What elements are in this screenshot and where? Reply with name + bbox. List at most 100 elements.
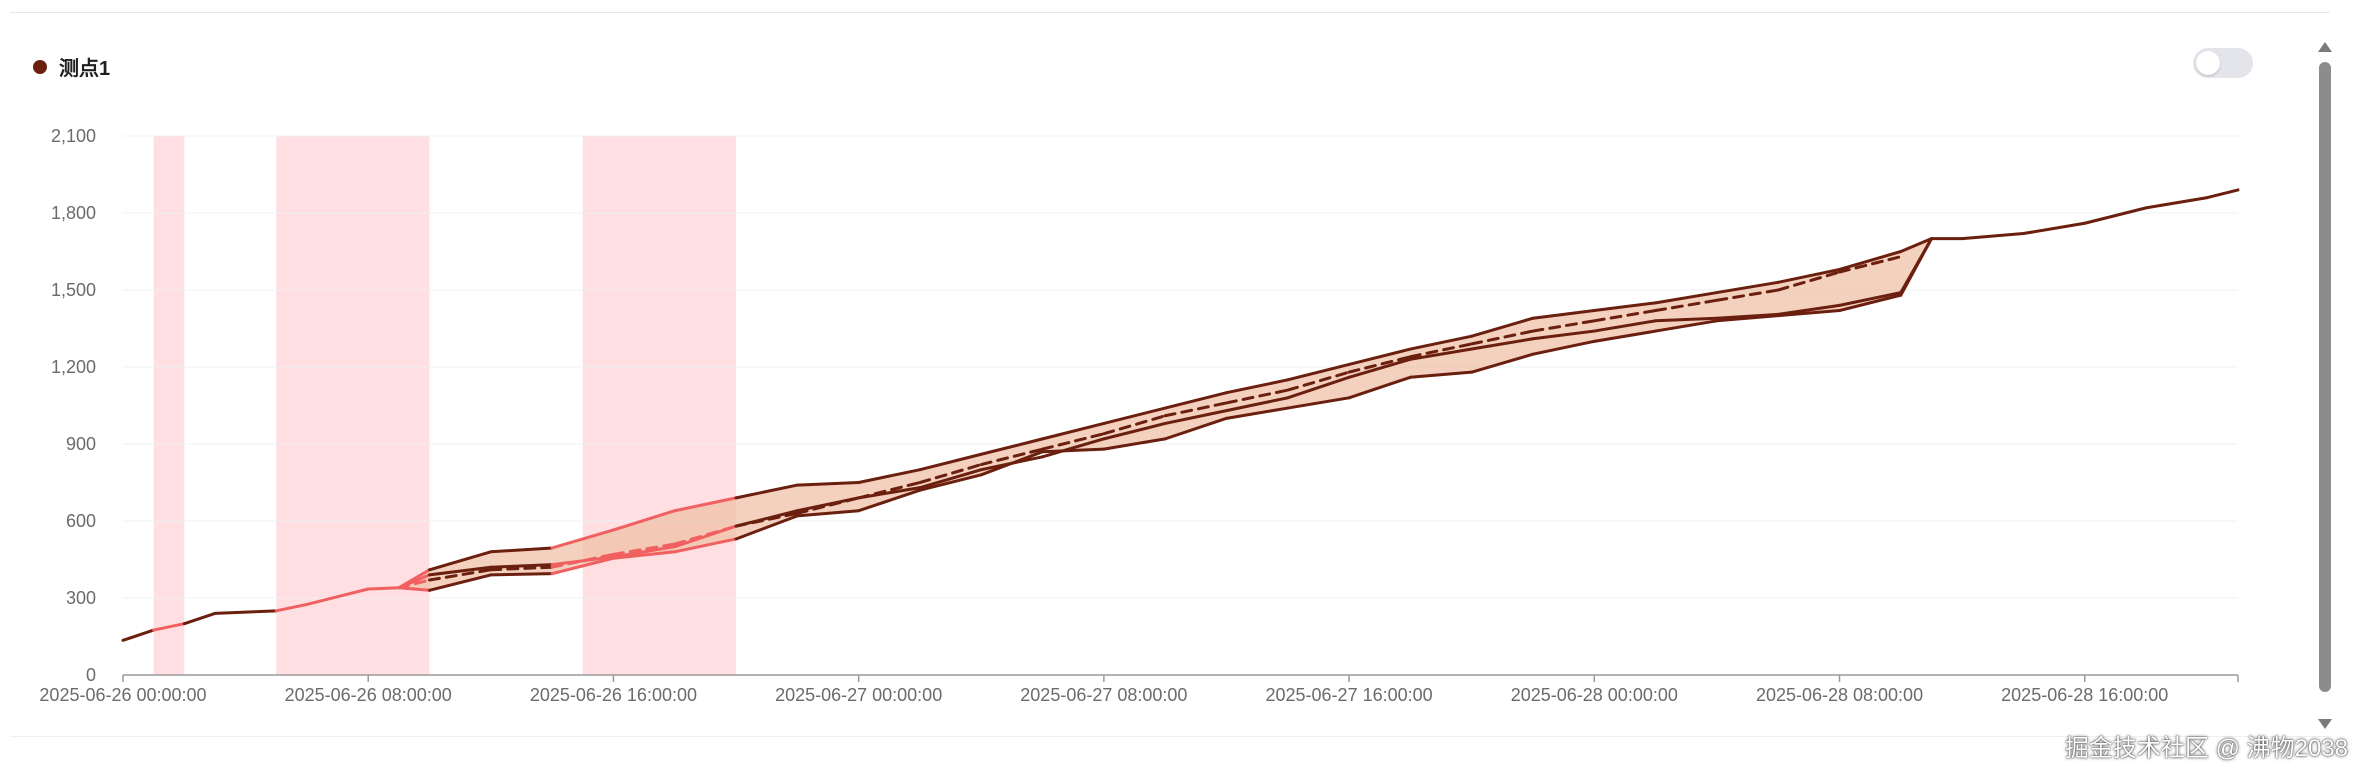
main-line-segment — [244, 609, 278, 614]
upper-line-segment — [1715, 280, 1780, 295]
predicted-line-segment — [918, 463, 983, 484]
actual-line-segment — [795, 496, 861, 513]
main-line-segment — [305, 595, 340, 606]
y-tick-label: 2,100 — [51, 126, 96, 146]
x-tick-label: 2025-06-27 00:00:00 — [775, 685, 942, 705]
y-tick-label: 1,200 — [51, 357, 96, 377]
x-tick-label: 2025-06-28 08:00:00 — [1756, 685, 1923, 705]
upper-line-segment — [550, 528, 615, 550]
actual-line-segment — [1776, 303, 1842, 316]
y-tick-label: 300 — [66, 588, 96, 608]
actual-line-segment — [1408, 347, 1474, 361]
predicted-line-segment — [1470, 329, 1535, 346]
scroll-up-arrow-icon[interactable] — [2318, 42, 2332, 52]
predicted-line-segment — [1776, 270, 1842, 292]
upper-line-segment — [1041, 421, 1106, 441]
actual-line-segment — [1470, 337, 1535, 351]
predicted-line-segment — [1531, 319, 1596, 333]
lower-line-segment — [1163, 416, 1228, 441]
actual-line-segment — [1041, 437, 1106, 459]
shaded-range-0 — [153, 136, 185, 675]
upper-line-segment — [489, 546, 554, 554]
legend-dot-icon — [33, 59, 47, 74]
lower-line-segment — [428, 573, 493, 592]
predicted-line-segment — [1654, 298, 1719, 313]
actual-line-segment — [1715, 312, 1780, 320]
predicted-line-segment — [1224, 388, 1290, 405]
y-tick-label: 600 — [66, 511, 96, 531]
actual-line-segment — [1592, 319, 1658, 333]
upper-line-segment — [1654, 291, 1719, 305]
upper-line-segment — [1592, 301, 1658, 313]
toggle-knob — [2196, 51, 2220, 75]
x-tick-label: 2025-06-27 16:00:00 — [1266, 685, 1433, 705]
y-tick-label: 0 — [86, 665, 96, 685]
lower-line-segment — [1224, 406, 1290, 420]
actual-line-segment — [2144, 196, 2209, 210]
lower-line-segment — [918, 473, 983, 492]
scroll-down-arrow-icon[interactable] — [2318, 719, 2332, 729]
legend-item[interactable]: 测点1 — [33, 52, 110, 81]
predicted-line-segment — [1347, 355, 1412, 374]
predicted-line-segment — [1163, 401, 1228, 418]
y-tick-label: 1,800 — [51, 203, 96, 223]
lower-line-segment — [611, 550, 677, 560]
lower-line-segment — [1838, 293, 1903, 313]
lower-line-segment — [1776, 309, 1842, 318]
actual-line-segment — [1163, 409, 1228, 425]
predicted-line-segment — [611, 542, 677, 556]
lower-line-segment — [1592, 329, 1658, 343]
upper-line-segment — [979, 437, 1045, 456]
actual-line-segment — [550, 555, 615, 567]
main-line-segment — [336, 587, 370, 599]
toggle-switch[interactable] — [2193, 48, 2253, 78]
lower-line-segment — [550, 556, 615, 576]
predicted-line-segment — [1838, 255, 1903, 274]
watermark-text: 掘金技术社区 @ 沸物2038 — [2064, 735, 2348, 762]
x-axis — [122, 674, 2239, 682]
upper-line-segment — [1224, 378, 1290, 395]
lower-line-segment — [1470, 352, 1535, 374]
upper-line-segment — [1102, 406, 1167, 425]
lower-line-segment — [734, 514, 799, 541]
upper-line-segment — [1163, 391, 1228, 410]
predicted-line-segment — [1408, 342, 1474, 359]
upper-line-segment — [1531, 309, 1596, 320]
actual-line-segment — [673, 524, 738, 549]
predicted-line-segment — [1041, 432, 1106, 451]
main-line-segment — [366, 586, 401, 591]
actual-line-segment — [1654, 316, 1719, 323]
actual-line-segment — [979, 455, 1045, 472]
x-tick-label: 2025-06-26 00:00:00 — [39, 685, 206, 705]
upper-line-segment — [1286, 362, 1351, 382]
upper-line-segment — [1776, 267, 1842, 284]
y-axis-tick-labels: 0 300 600 900 1,200 1,500 1,800 2,100 — [51, 126, 96, 685]
actual-line-segment — [489, 563, 554, 569]
actual-line-segment — [1224, 396, 1290, 413]
actual-line-segment — [1960, 232, 2025, 241]
grid-lines — [123, 135, 2238, 599]
lower-line-segment — [1102, 437, 1167, 451]
lower-line-segment — [673, 537, 738, 554]
predicted-line-segment — [550, 552, 615, 569]
lower-line-segment — [1347, 375, 1412, 400]
actual-line-segment — [2083, 206, 2148, 225]
main-line-segment — [182, 611, 217, 626]
actual-line-segment — [857, 486, 922, 500]
upper-line-segment — [673, 496, 738, 513]
scrollbar-thumb[interactable] — [2319, 62, 2331, 692]
predicted-line-segment — [1592, 309, 1658, 323]
actual-line-segment — [1286, 375, 1351, 400]
shaded-ranges — [153, 136, 737, 675]
lower-line-segment — [795, 509, 861, 518]
x-tick-label: 2025-06-28 16:00:00 — [2001, 685, 2168, 705]
predicted-line-segment — [1102, 414, 1167, 436]
upper-line-segment — [1838, 250, 1903, 271]
upper-line-segment — [1899, 237, 1933, 253]
actual-line-segment — [2205, 188, 2240, 200]
upper-line-segment — [611, 509, 677, 532]
main-line-segment — [152, 622, 186, 632]
actual-line-segment — [428, 565, 493, 577]
lower-line-segment — [1531, 339, 1596, 356]
actual-line-segment — [1899, 237, 1933, 295]
